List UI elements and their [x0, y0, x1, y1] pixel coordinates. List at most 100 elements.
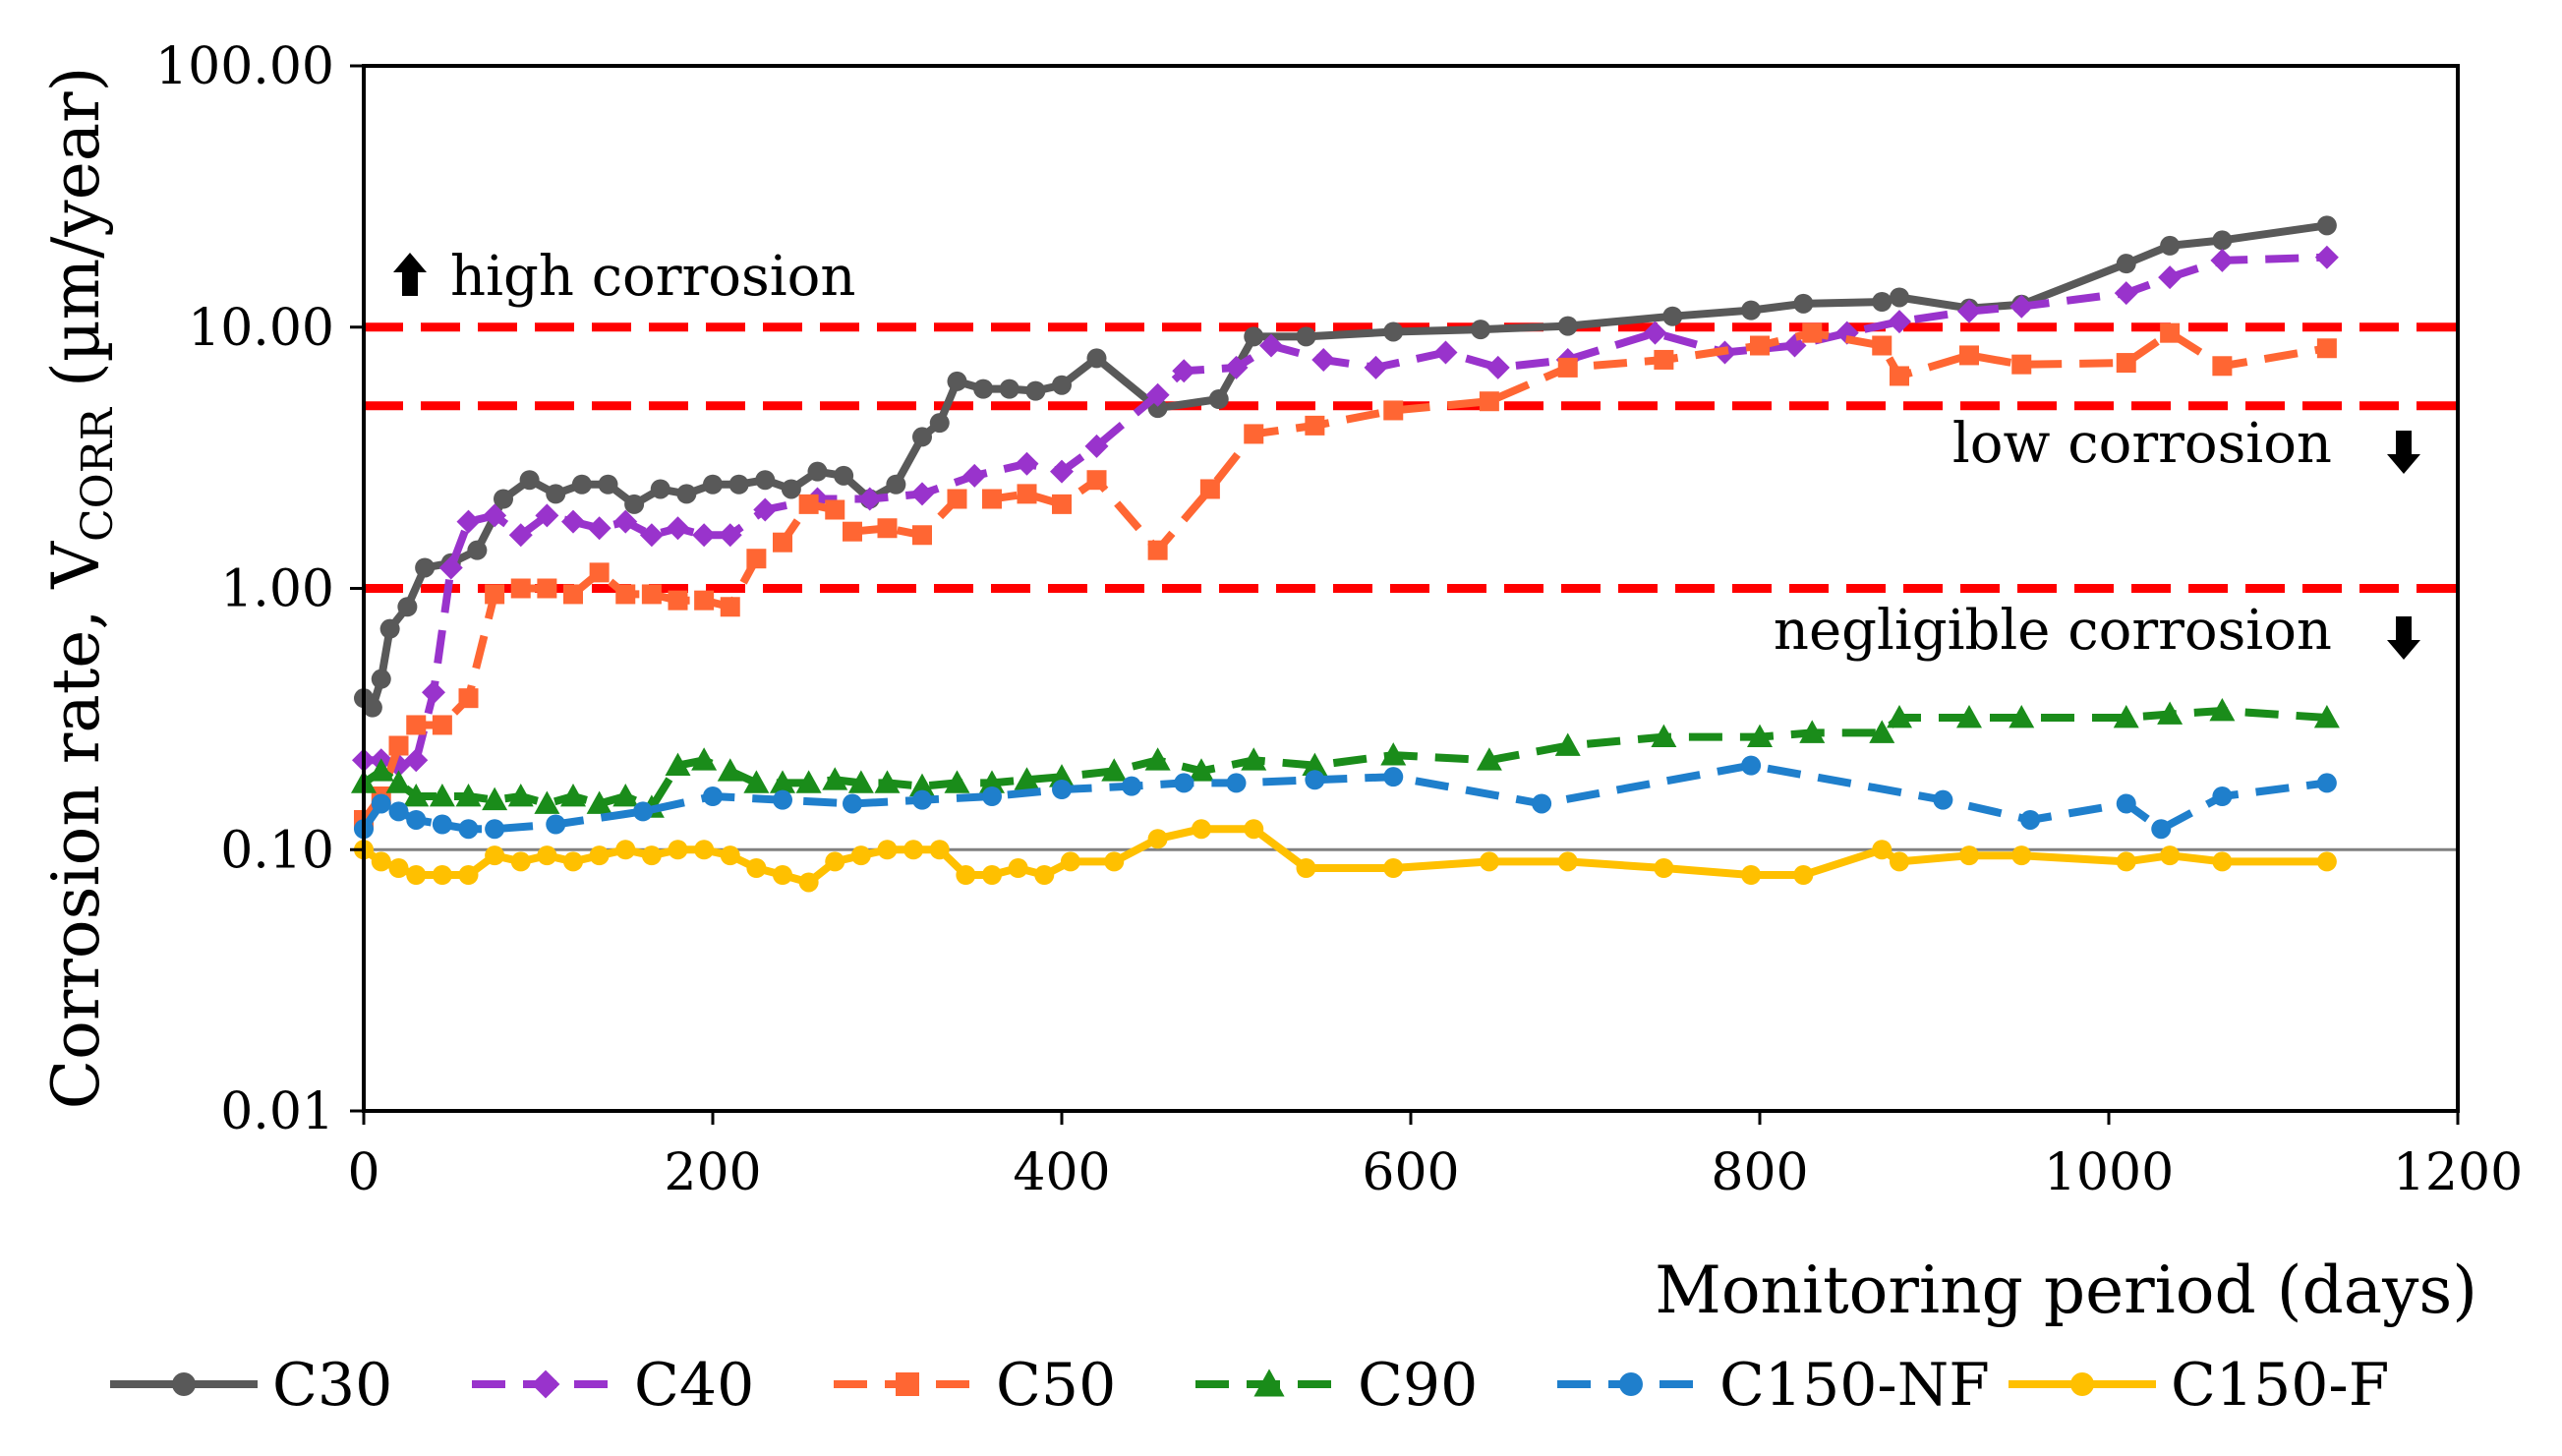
data-point-c40 — [1888, 310, 1911, 334]
annotation-negligible-corrosion: negligible corrosion — [1774, 599, 2332, 663]
x-tick-label: 200 — [664, 1143, 761, 1202]
data-point-c150-f — [2316, 851, 2337, 872]
data-point-c90 — [1799, 720, 1826, 743]
y-axis-title-main: Corrosion rate, V — [38, 541, 114, 1110]
data-point-c40 — [438, 555, 463, 580]
data-point-c50 — [1654, 349, 1674, 370]
data-point-c30 — [2116, 254, 2136, 274]
data-point-c150-f — [850, 845, 871, 866]
data-point-c30 — [1208, 389, 1229, 410]
annotation-low-corrosion: low corrosion — [1952, 412, 2332, 476]
x-tick-label: 1000 — [2044, 1143, 2174, 1202]
y-tick-label: 0.10 — [220, 821, 334, 880]
data-point-c50 — [563, 584, 583, 605]
data-point-c40 — [857, 487, 882, 511]
data-point-c150-f — [1479, 851, 1499, 872]
data-point-c50 — [720, 597, 740, 617]
legend-marker-c150-f — [2070, 1372, 2094, 1396]
data-point-c150-f — [2116, 851, 2136, 872]
data-point-c150-nf — [633, 801, 653, 822]
data-point-c150-f — [510, 851, 531, 872]
data-point-c90 — [874, 770, 901, 793]
data-point-c150-f — [1654, 858, 1674, 879]
legend-marker-c150-nf — [1619, 1372, 1643, 1396]
data-point-c30 — [467, 540, 488, 560]
data-point-c50 — [1147, 540, 1168, 560]
data-point-c40 — [2158, 265, 2183, 290]
data-point-c90 — [507, 784, 534, 807]
data-point-c30 — [1890, 287, 1909, 308]
data-point-c150-f — [2011, 845, 2032, 866]
data-point-c150-f — [1192, 819, 1211, 840]
data-point-c40 — [1015, 451, 1039, 476]
data-point-c50 — [1750, 335, 1770, 356]
data-point-c50 — [773, 532, 792, 553]
data-point-c50 — [406, 715, 427, 735]
data-point-c50 — [843, 521, 862, 542]
data-point-c150-nf — [485, 819, 505, 840]
y-tick-label: 100.00 — [155, 37, 334, 96]
legend-item-c50: C50 — [834, 1351, 1116, 1420]
data-point-c150-f — [1008, 858, 1028, 879]
data-point-c40 — [910, 482, 934, 506]
data-point-c40 — [587, 516, 611, 541]
data-point-c50 — [1890, 366, 1909, 386]
data-point-c50 — [947, 489, 967, 509]
series-line-c90 — [361, 707, 2328, 812]
data-point-c90 — [1014, 767, 1040, 790]
data-point-c30 — [650, 479, 670, 499]
data-point-c150-f — [1959, 845, 1979, 866]
data-point-c30 — [929, 413, 950, 434]
data-point-c30 — [2160, 235, 2181, 256]
data-point-c90 — [1887, 705, 1912, 728]
data-point-c150-f — [458, 865, 479, 886]
data-point-c40 — [422, 680, 445, 705]
data-point-c40 — [2314, 245, 2339, 269]
data-point-c150-f — [877, 840, 898, 860]
data-point-c50 — [1479, 391, 1499, 412]
data-point-c50 — [912, 525, 932, 546]
data-point-c50 — [1959, 345, 1979, 366]
data-point-c30 — [494, 489, 513, 509]
data-point-c150-nf — [2020, 809, 2041, 830]
data-point-c90 — [1302, 752, 1328, 777]
data-point-c150-f — [1793, 865, 1814, 886]
data-point-c90 — [665, 752, 691, 777]
y-axis-title: Corrosion rate, VCORR (µm/year) — [38, 67, 123, 1110]
y-axis: 0.01 0.10 1.00 10.00 100.00 — [155, 37, 364, 1141]
legend-item-c30: C30 — [110, 1351, 392, 1420]
data-point-c150-f — [371, 851, 391, 872]
down-arrow-icon — [2387, 431, 2420, 474]
data-point-c40 — [613, 509, 638, 534]
data-point-c40 — [1084, 434, 1109, 458]
data-point-c150-nf — [1741, 755, 1762, 776]
data-point-c90 — [586, 790, 612, 814]
data-point-c90 — [795, 770, 822, 793]
data-point-c90 — [691, 747, 718, 771]
data-point-c30 — [912, 427, 932, 447]
data-point-c50 — [1086, 470, 1107, 491]
data-point-c150-f — [668, 840, 688, 860]
data-point-c150-nf — [2116, 793, 2136, 814]
data-point-c90 — [1049, 764, 1075, 787]
data-point-c30 — [834, 465, 854, 486]
data-point-c40 — [1957, 299, 1981, 323]
series-line-c150-nf — [360, 761, 2328, 834]
data-point-c50 — [2316, 338, 2337, 359]
data-point-c30 — [397, 597, 418, 617]
data-point-c150-f — [903, 840, 924, 860]
data-point-c90 — [1241, 747, 1267, 771]
legend-label-c40: C40 — [634, 1351, 754, 1420]
data-point-c90 — [909, 773, 935, 797]
data-point-c50 — [694, 590, 715, 611]
data-point-c40 — [1145, 382, 1170, 407]
data-point-c150-f — [773, 865, 792, 886]
data-point-c30 — [1793, 293, 1814, 314]
data-point-c150-f — [1383, 858, 1404, 879]
data-point-c150-nf — [1122, 776, 1141, 796]
data-point-c150-f — [694, 840, 715, 860]
legend-label-c150-nf: C150-NF — [1719, 1351, 1990, 1420]
y-axis-title-sub: CORR — [73, 406, 123, 542]
data-point-c150-nf — [458, 819, 479, 840]
data-point-c90 — [2313, 705, 2340, 728]
